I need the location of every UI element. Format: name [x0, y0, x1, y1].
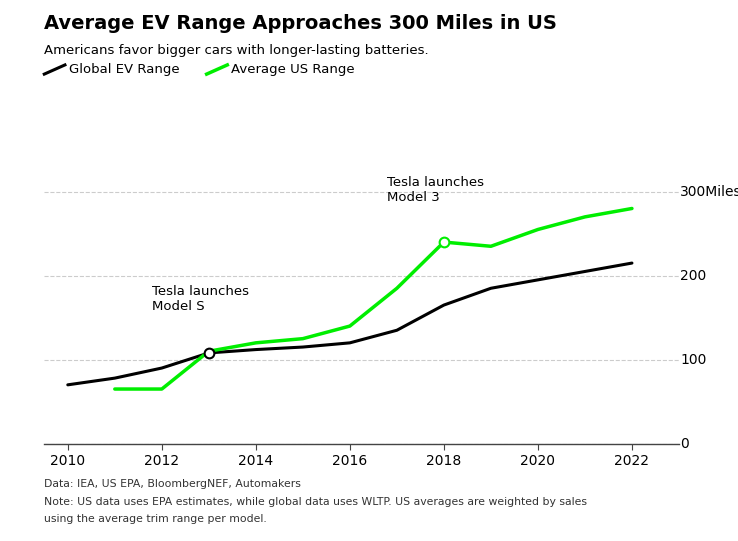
- Text: Tesla launches
Model S: Tesla launches Model S: [153, 286, 249, 313]
- Text: Data: IEA, US EPA, BloombergNEF, Automakers: Data: IEA, US EPA, BloombergNEF, Automak…: [44, 479, 301, 489]
- Text: Global EV Range: Global EV Range: [69, 63, 179, 76]
- Text: Americans favor bigger cars with longer-lasting batteries.: Americans favor bigger cars with longer-…: [44, 44, 429, 57]
- Text: Average US Range: Average US Range: [231, 63, 355, 76]
- Text: 100: 100: [680, 353, 706, 367]
- Text: Note: US data uses EPA estimates, while global data uses WLTP. US averages are w: Note: US data uses EPA estimates, while …: [44, 497, 587, 506]
- Text: 0: 0: [680, 437, 689, 451]
- Text: 300Miles: 300Miles: [680, 184, 738, 199]
- Text: using the average trim range per model.: using the average trim range per model.: [44, 514, 267, 524]
- Text: 200: 200: [680, 269, 706, 282]
- Text: Average EV Range Approaches 300 Miles in US: Average EV Range Approaches 300 Miles in…: [44, 14, 557, 32]
- Text: Tesla launches
Model 3: Tesla launches Model 3: [387, 176, 484, 204]
